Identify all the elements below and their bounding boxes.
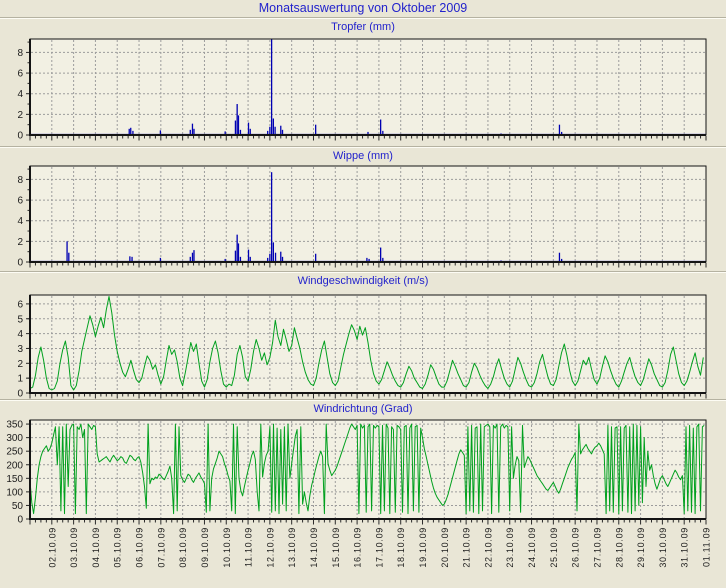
chart-title-windrichtung: Windrichtung (Grad) [313,403,413,415]
wippe-plot: 0 2 4 6 8 [17,165,707,269]
x-tick-label: 16.10.09 [353,527,363,568]
x-tick-label: 27.10.09 [592,527,602,568]
plot-frame [29,294,707,394]
windrichtung-plot: 0 50 100 150 200 250 300 350 02.10.09 03.10.09 04.… [6,419,712,568]
y-axis-labels: 0 1 2 3 4 5 6 [17,299,23,399]
y-tick-label: 150 [6,474,23,485]
y-tick-label: 2 [17,237,23,248]
y-tick-label: 8 [17,48,23,59]
x-tick-label: 17.10.09 [374,527,384,568]
chart-section-windgeschwindigkeit: Windgeschwindigkeit (m/s) 0 1 2 3 4 5 6 [0,272,726,400]
wind-line-series [30,423,705,515]
x-tick-label: 23.10.09 [505,527,515,568]
y-tick-label: 200 [6,460,23,471]
x-tick-label: 25.10.09 [549,527,559,568]
page-title: Monatsauswertung von Oktober 2009 [258,1,468,15]
y-axis-labels: 0 2 4 6 8 [17,175,23,269]
x-tick-label: 07.10.09 [156,527,166,568]
x-tick-label: 09.10.09 [200,527,210,568]
y-tick-label: 50 [12,501,24,512]
x-tick-label: 20.10.09 [440,527,450,568]
y-tick-label: 0 [17,389,23,400]
plot-frame [29,38,707,136]
x-tick-label: 13.10.09 [287,527,297,568]
x-tick-label: 21.10.09 [462,527,472,568]
report-header: Monatsauswertung von Oktober 2009 [0,0,726,18]
x-tick-label: 12.10.09 [265,527,275,568]
windgeschwindigkeit-plot: 0 1 2 3 4 5 6 [17,294,707,400]
x-tick-label: 10.10.09 [222,527,232,568]
x-tick-label: 28.10.09 [614,527,624,568]
y-tick-label: 4 [17,329,23,340]
x-axis-date-labels: 02.10.09 03.10.09 04.10.09 05.10.09 06.10.09… [47,527,711,568]
y-tick-label: 2 [17,359,23,370]
y-tick-label: 6 [17,196,23,207]
x-tick-label: 02.10.09 [47,527,57,568]
plot-frame [29,165,707,263]
y-tick-label: 350 [6,420,23,431]
axis-ticks [26,303,707,399]
x-tick-label: 01.11.09 [702,527,712,567]
y-axis-labels: 0 50 100 150 200 250 300 350 [6,420,23,526]
y-axis-labels: 0 2 4 6 8 [17,48,23,142]
x-tick-label: 29.10.09 [636,527,646,568]
y-tick-label: 3 [17,344,23,355]
y-tick-label: 250 [6,447,23,458]
x-tick-label: 15.10.09 [331,527,341,568]
x-tick-label: 24.10.09 [527,527,537,568]
x-tick-label: 18.10.09 [396,527,406,568]
y-tick-label: 5 [17,314,23,325]
chart-title-windgeschwindigkeit: Windgeschwindigkeit (m/s) [297,275,429,287]
x-tick-label: 05.10.09 [113,527,123,568]
chart-title-wippe: Wippe (mm) [333,150,393,162]
wind-line-series [30,296,704,391]
x-tick-label: 31.10.09 [680,527,690,568]
y-tick-label: 6 [17,69,23,80]
x-tick-label: 26.10.09 [571,527,581,568]
gridlines [31,167,705,261]
x-tick-label: 08.10.09 [178,527,188,568]
y-tick-label: 4 [17,89,23,100]
y-tick-label: 0 [17,131,23,142]
x-tick-label: 03.10.09 [69,527,79,568]
chart-section-windrichtung: Windrichtung (Grad) 0 50 100 150 200 250 300 35… [0,400,726,588]
axis-ticks [26,41,707,141]
gridlines [31,40,705,134]
x-tick-label: 11.10.09 [244,527,254,567]
y-tick-label: 300 [6,433,23,444]
x-tick-label: 22.10.09 [483,527,493,568]
x-tick-label: 30.10.09 [658,527,668,568]
y-tick-label: 2 [17,110,23,121]
y-tick-label: 1 [17,374,23,385]
y-tick-label: 100 [6,487,23,498]
chart-title-tropfer: Tropfer (mm) [331,21,395,33]
chart-section-wippe: Wippe (mm) 0 2 4 6 8 [0,147,726,272]
y-tick-label: 8 [17,175,23,186]
gridlines [31,421,705,518]
x-tick-label: 04.10.09 [91,527,101,568]
tropfer-plot: 0 2 4 6 8 [17,38,707,142]
y-tick-label: 0 [17,515,23,526]
x-tick-label: 14.10.09 [309,527,319,568]
plot-area [30,39,706,135]
axis-ticks [26,168,707,268]
y-tick-label: 4 [17,216,23,227]
plot-area [30,166,706,262]
plot-frame [29,419,707,520]
x-tick-label: 19.10.09 [418,527,428,568]
chart-section-tropfer: Tropfer (mm) 0 2 4 6 8 [0,18,726,147]
axis-ticks [26,423,707,525]
gridlines [31,296,705,392]
y-tick-label: 0 [17,258,23,269]
y-tick-label: 6 [17,299,23,310]
x-tick-label: 06.10.09 [135,527,145,568]
